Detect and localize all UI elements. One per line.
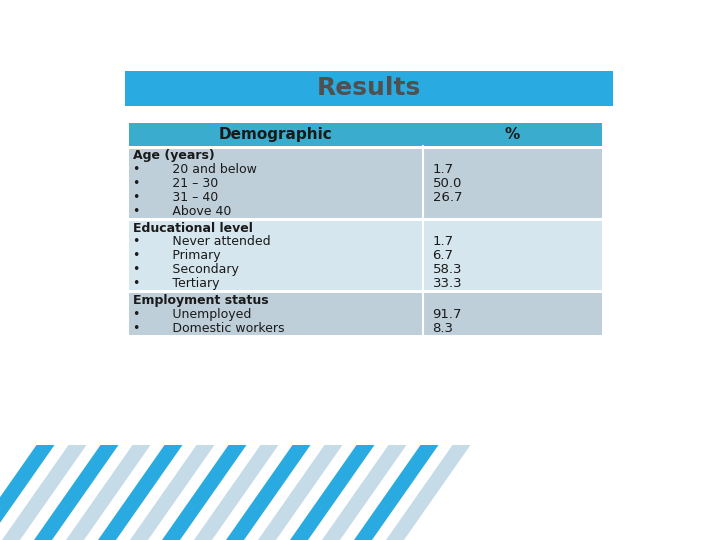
Text: •        31 – 40: • 31 – 40 (133, 191, 219, 204)
Text: •        Tertiary: • Tertiary (133, 277, 220, 290)
Polygon shape (34, 445, 119, 540)
Bar (129, 148, 423, 218)
Text: 33.3: 33.3 (433, 277, 462, 290)
Text: Age (years): Age (years) (133, 149, 215, 162)
Text: •        Domestic workers: • Domestic workers (133, 322, 285, 335)
Polygon shape (162, 445, 246, 540)
Bar (423, 123, 601, 146)
Text: 6.7: 6.7 (433, 249, 454, 262)
Text: Educational level: Educational level (133, 221, 253, 234)
Text: •        Unemployed: • Unemployed (133, 308, 252, 321)
Bar (423, 148, 601, 218)
Bar (125, 71, 613, 106)
Text: Employment status: Employment status (133, 294, 269, 307)
Text: •        Above 40: • Above 40 (133, 205, 232, 218)
Bar (423, 294, 601, 335)
Polygon shape (98, 445, 182, 540)
Text: 26.7: 26.7 (433, 191, 462, 204)
Polygon shape (258, 445, 343, 540)
Bar (129, 221, 423, 291)
Polygon shape (322, 445, 407, 540)
Polygon shape (290, 445, 374, 540)
Text: 91.7: 91.7 (433, 308, 462, 321)
Text: •        Secondary: • Secondary (133, 263, 239, 276)
Polygon shape (0, 445, 55, 540)
Text: 50.0: 50.0 (433, 177, 462, 190)
Polygon shape (226, 445, 310, 540)
Text: •        Never attended: • Never attended (133, 235, 271, 248)
Text: Demographic: Demographic (219, 126, 333, 141)
Bar (129, 294, 423, 335)
Polygon shape (66, 445, 150, 540)
Polygon shape (130, 445, 215, 540)
Text: 1.7: 1.7 (433, 163, 454, 176)
Text: 58.3: 58.3 (433, 263, 462, 276)
Text: Results: Results (317, 76, 421, 100)
Text: •        20 and below: • 20 and below (133, 163, 257, 176)
Bar (129, 123, 423, 146)
Text: 1.7: 1.7 (433, 235, 454, 248)
Text: •        21 – 30: • 21 – 30 (133, 177, 219, 190)
Polygon shape (194, 445, 279, 540)
Text: 8.3: 8.3 (433, 322, 454, 335)
Polygon shape (354, 445, 438, 540)
Polygon shape (386, 445, 470, 540)
Bar (423, 221, 601, 291)
Text: %: % (505, 126, 520, 141)
Polygon shape (2, 445, 86, 540)
Text: •        Primary: • Primary (133, 249, 221, 262)
